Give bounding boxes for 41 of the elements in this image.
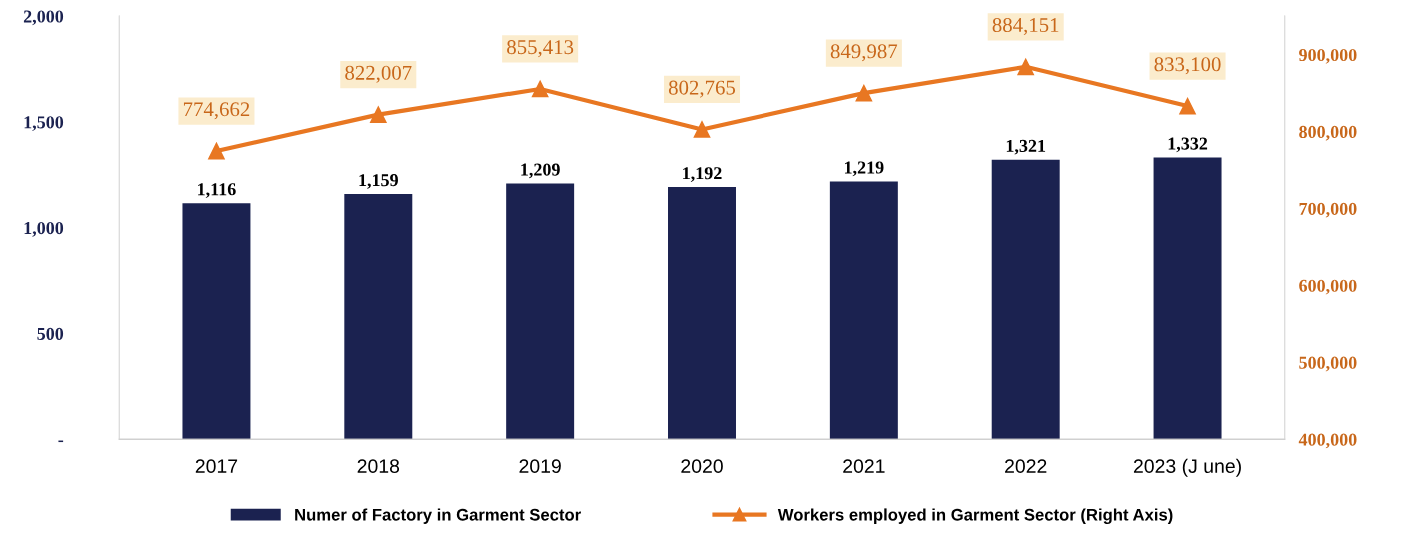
data-label: 1,219 [844, 161, 884, 177]
x-tick-label: 2017 [195, 459, 238, 474]
data-label: 855,413 [507, 40, 574, 58]
point [1017, 58, 1035, 76]
y2-tick-label: 900,000 [1299, 48, 1357, 64]
y-tick-label: 500 [37, 327, 64, 340]
data-label: 884,151 [992, 17, 1059, 36]
point [369, 106, 387, 123]
y2-tick-label: 500,000 [1299, 356, 1357, 372]
x-tick-label: 2019 [519, 459, 561, 474]
data-label: 1,192 [683, 167, 722, 182]
data-label: 1,116 [198, 183, 236, 198]
data-label: 1,209 [521, 163, 560, 179]
y-tick-label: - [58, 440, 64, 443]
point [855, 84, 873, 102]
data-label: 822,007 [345, 65, 412, 83]
data-label: 1,159 [359, 174, 398, 189]
data-label: 833,100 [1154, 57, 1221, 75]
y-tick-label: 2,000 [23, 10, 64, 26]
legend-label: Workers employed in Garment Sector (Right Axis) [777, 508, 1173, 524]
y2-tick-label: 600,000 [1299, 279, 1357, 295]
y-tick-label: 1,000 [24, 221, 64, 237]
x-tick-label: 2020 [681, 459, 723, 474]
legend-label: Numer of Factory in Garment Sector [295, 508, 581, 524]
point [531, 80, 549, 98]
x-tick-label: 2023 (J une) [1133, 458, 1241, 477]
x-tick-label: 2021 [843, 459, 885, 474]
data-label: 1,332 [1168, 137, 1208, 153]
point [208, 142, 225, 160]
data-label: 849,987 [830, 44, 898, 62]
data-label: 1,321 [1006, 139, 1046, 155]
x-tick-label: 2022 [1005, 459, 1047, 474]
y2-tick-label: 400,000 [1298, 433, 1357, 449]
point [1179, 97, 1196, 115]
data-label: 802,765 [668, 80, 736, 98]
y-tick-label: 1,500 [24, 116, 64, 132]
y2-tick-label: 700,000 [1299, 202, 1357, 218]
x-tick-label: 2018 [357, 459, 400, 474]
data-label: 774,662 [183, 102, 250, 120]
point [693, 121, 711, 138]
y2-tick-label: 800,000 [1299, 125, 1357, 141]
